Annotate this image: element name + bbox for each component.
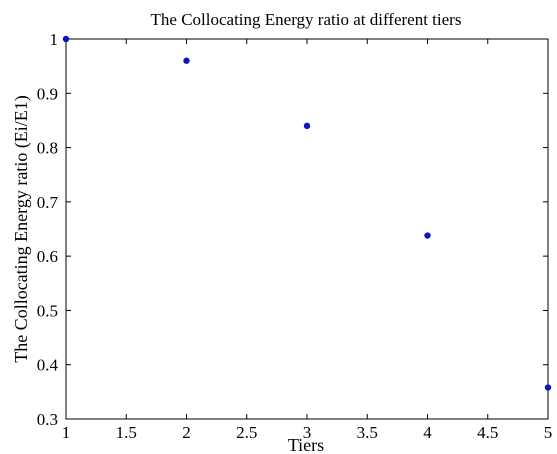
y-axis: 0.3 0.4 0.5 0.6 0.7 0.8 0.9 1 <box>37 30 548 429</box>
data-point <box>183 57 190 64</box>
plot-area <box>65 38 549 420</box>
x-tick-label: 3.5 <box>357 423 378 442</box>
x-axis: 1 1.5 2 2.5 3 3.5 4 4.5 5 <box>62 39 553 442</box>
data-point <box>303 122 311 130</box>
data-point <box>62 35 70 43</box>
x-axis-label: Tiers <box>288 435 324 454</box>
y-axis-label: The Collocating Energy ratio (Ei/E1) <box>11 95 32 363</box>
x-tick-label: 1 <box>62 423 71 442</box>
y-tick-label: 0.9 <box>37 84 58 103</box>
x-tick-label: 2.5 <box>236 423 257 442</box>
data-series <box>62 35 552 391</box>
x-tick-label: 4 <box>423 423 432 442</box>
chart-title: The Collocating Energy ratio at differen… <box>151 10 462 29</box>
y-tick-label: 0.4 <box>37 356 59 375</box>
data-point <box>544 384 552 391</box>
x-tick-label: 2 <box>182 423 191 442</box>
x-tick-label: 1.5 <box>116 423 137 442</box>
y-tick-label: 0.6 <box>37 247 58 266</box>
y-tick-label: 1 <box>50 30 59 49</box>
x-tick-label: 4.5 <box>477 423 498 442</box>
x-tick-label: 5 <box>544 423 553 442</box>
data-point <box>424 232 431 239</box>
y-tick-label: 0.7 <box>37 193 59 212</box>
x-tick-label: 3 <box>303 423 312 442</box>
y-tick-label: 0.3 <box>37 410 58 429</box>
y-tick-label: 0.8 <box>37 139 58 158</box>
y-tick-label: 0.5 <box>37 301 58 320</box>
